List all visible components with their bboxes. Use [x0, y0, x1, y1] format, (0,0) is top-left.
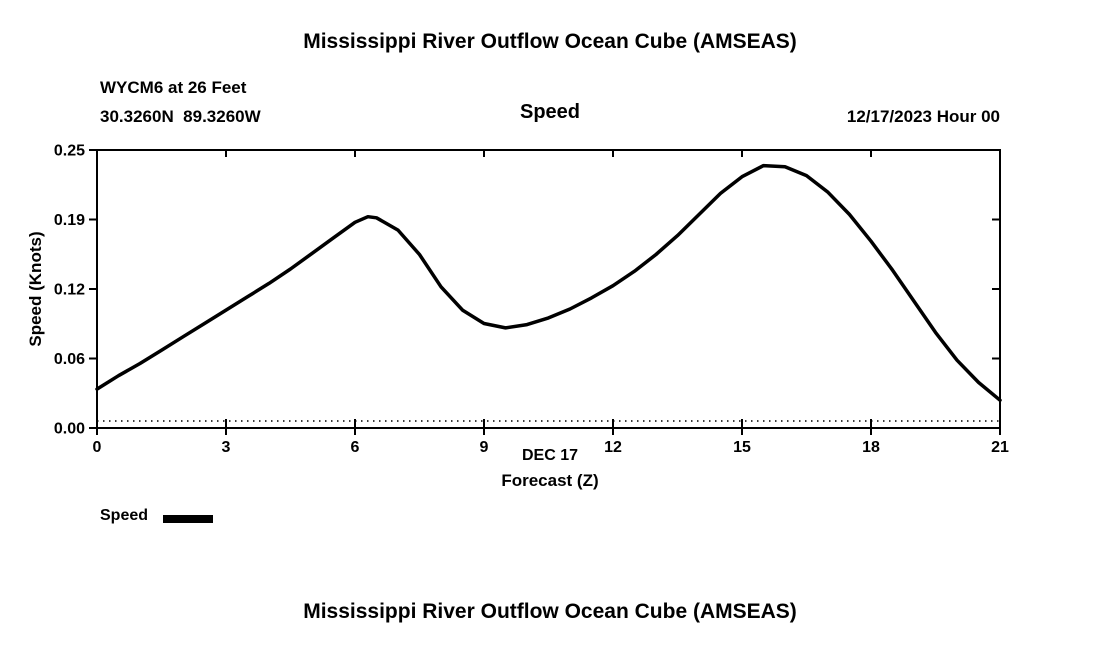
x-tick-label: 6	[351, 439, 360, 456]
next-chart-title: Mississippi River Outflow Ocean Cube (AM…	[303, 600, 797, 623]
x-tick-label: 12	[604, 439, 622, 456]
y-tick-label: 0.19	[54, 212, 85, 229]
chart-title: Mississippi River Outflow Ocean Cube (AM…	[303, 30, 797, 53]
x-tick-label: 15	[733, 439, 751, 456]
x-tick-label: 18	[862, 439, 880, 456]
x-axis-label-forecast: Forecast (Z)	[501, 471, 599, 490]
x-tick-label: 21	[991, 439, 1009, 456]
datetime-label: 12/17/2023 Hour 00	[846, 107, 1000, 126]
x-tick-label: 0	[93, 439, 102, 456]
x-tick-label: 9	[480, 439, 489, 456]
speed-plot: 0 3 6 9 12 15 18 21 0.00 0.06 0.12 0.19 0.25	[54, 143, 1009, 457]
y-tick-label: 0.25	[54, 143, 85, 160]
x-axis-label-date: DEC 17	[521, 447, 579, 464]
legend-swatch-speed	[163, 515, 213, 523]
x-tick-label: 3	[222, 439, 231, 456]
chart-subtitle: Speed	[519, 101, 581, 123]
legend-label-speed: Speed	[100, 507, 149, 524]
plot-frame	[96, 149, 1001, 429]
speed-line	[95, 163, 1002, 402]
coordinates-label: 30.3260N 89.3260W	[100, 107, 261, 126]
y-tick-label: 0.00	[54, 421, 85, 438]
station-label: WYCM6 at 26 Feet	[100, 78, 247, 97]
y-tick-label: 0.12	[54, 282, 85, 299]
y-tick-label: 0.06	[54, 351, 85, 368]
